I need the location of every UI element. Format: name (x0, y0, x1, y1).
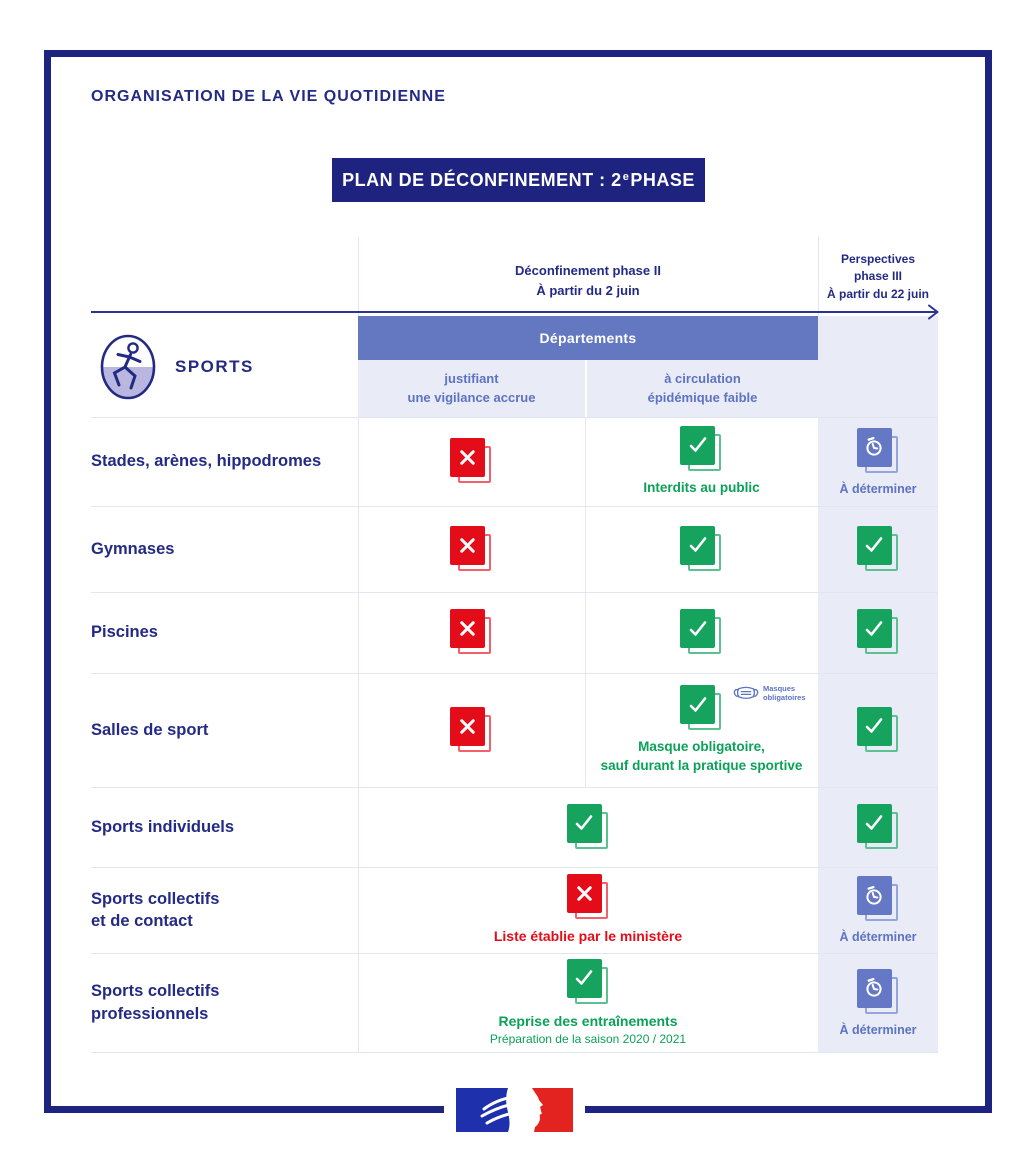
allowed-stamp-icon (856, 803, 900, 851)
row-divider (91, 506, 938, 507)
forbidden-stamp-icon (450, 609, 493, 656)
pending-clock-icon (856, 968, 900, 1016)
pending-clock-icon (856, 876, 900, 923)
marianne-logo-icon (456, 1088, 573, 1132)
allowed-stamp-icon (856, 706, 900, 754)
allowed-stamp-icon (680, 685, 723, 732)
row-label-sports-collectifs-pro: Sports collectifs professionnels (91, 982, 220, 1023)
allowed-stamp-icon (856, 609, 900, 656)
allowed-stamp-icon (566, 958, 610, 1006)
allowed-stamp-icon (856, 525, 900, 573)
allowed-stamp-icon (680, 425, 723, 473)
cell-note: Reprise des entraînements (498, 1012, 678, 1029)
face-mask-icon (733, 687, 759, 700)
row-label-salles-de-sport: Salles de sport (91, 720, 209, 739)
cell-subnote: Préparation de la saison 2020 / 2021 (489, 1032, 687, 1047)
cell-note: Interdits au public (643, 479, 760, 495)
row-divider (91, 673, 938, 674)
banner-text-end: PHASE (630, 169, 695, 190)
row-divider (91, 867, 938, 868)
row-divider (91, 787, 938, 788)
row-label-stades: Stades, arènes, hippodromes (91, 452, 322, 471)
phase2-column-header: Déconfinement phase II À partir du 2 jui… (515, 263, 661, 298)
allowed-stamp-icon (566, 803, 610, 851)
pending-clock-icon (856, 427, 900, 475)
mask-badge: Masques obligatoires (732, 683, 822, 703)
row-label-sports-individuels: Sports individuels (91, 817, 235, 836)
timeline-arrow-icon (91, 304, 939, 320)
row-divider (91, 417, 938, 418)
row-divider (91, 1052, 938, 1053)
phase3-column-header: Perspectives phase III À partir du 22 ju… (826, 252, 929, 301)
forbidden-stamp-icon (566, 874, 610, 921)
tbd-label: À déterminer (839, 930, 917, 944)
french-government-logo (444, 1088, 585, 1132)
tbd-label: À déterminer (839, 481, 917, 496)
subcolumn-header-vigilance: justifiant une vigilance accrue (358, 360, 585, 417)
row-label-piscines: Piscines (91, 623, 158, 642)
mask-badge-label: Masques obligatoires (763, 684, 806, 703)
section-title: ORGANISATION DE LA VIE QUOTIDIENNE (91, 88, 446, 105)
forbidden-stamp-icon (450, 438, 493, 485)
row-label-sports-collectifs-contact: Sports collectifs et de contact (91, 889, 220, 930)
allowed-stamp-icon (680, 609, 723, 656)
column-divider (358, 237, 359, 1052)
runner-icon (100, 334, 156, 399)
cell-note: Liste établie par le ministère (493, 928, 683, 945)
subcolumn-header-faible: à circulation épidémique faible (586, 360, 818, 417)
row-divider (91, 953, 938, 954)
tbd-label: À déterminer (839, 1022, 917, 1037)
allowed-stamp-icon (680, 525, 723, 573)
forbidden-stamp-icon (450, 706, 493, 754)
departements-group-header: Départements (358, 316, 818, 360)
row-label-gymnases: Gymnases (91, 539, 175, 558)
subcolumn-divider (585, 417, 586, 787)
sports-section-label: SPORTS (175, 356, 254, 376)
forbidden-stamp-icon (450, 525, 493, 573)
banner-text: PLAN DE DÉCONFINEMENT : 2 (342, 169, 622, 190)
cell-note: Masque obligatoire, sauf durant la prati… (600, 739, 803, 773)
column-divider (818, 237, 819, 316)
row-divider (91, 592, 938, 593)
sports-section-header: SPORTS (99, 316, 359, 417)
